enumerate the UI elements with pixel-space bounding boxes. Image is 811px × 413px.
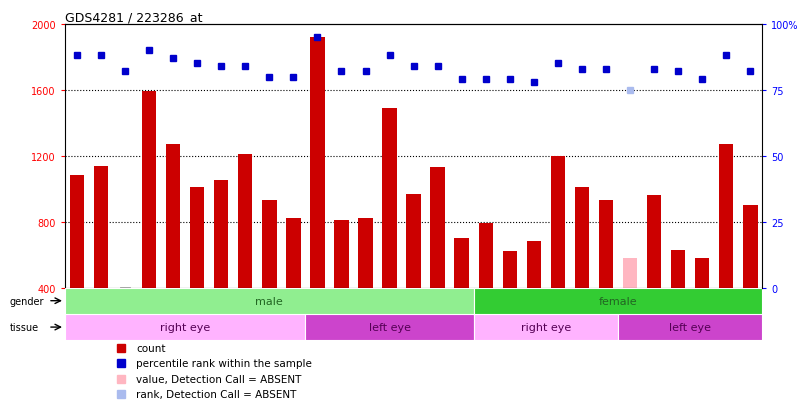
Text: tissue: tissue	[10, 322, 39, 332]
Text: female: female	[599, 296, 637, 306]
Bar	[671, 250, 685, 288]
Bar	[94, 166, 108, 288]
Text: value, Detection Call = ABSENT: value, Detection Call = ABSENT	[136, 374, 302, 384]
Bar	[358, 219, 373, 288]
Bar	[406, 194, 421, 288]
Text: percentile rank within the sample: percentile rank within the sample	[136, 358, 312, 368]
Bar	[599, 201, 613, 288]
Bar	[142, 92, 157, 288]
Bar	[70, 176, 84, 288]
Bar	[262, 201, 277, 288]
Bar	[382, 109, 397, 288]
Bar	[695, 258, 710, 288]
Text: count: count	[136, 343, 165, 353]
Bar	[503, 252, 517, 288]
Text: male: male	[255, 296, 283, 306]
Text: left eye: left eye	[669, 322, 711, 332]
Bar	[623, 258, 637, 288]
Text: right eye: right eye	[521, 322, 571, 332]
Bar	[334, 221, 349, 288]
Bar	[454, 239, 469, 288]
Bar	[474, 314, 618, 340]
Text: rank, Detection Call = ABSENT: rank, Detection Call = ABSENT	[136, 389, 296, 399]
Text: left eye: left eye	[368, 322, 410, 332]
Bar	[618, 314, 762, 340]
Bar	[166, 145, 180, 288]
Bar	[575, 188, 589, 288]
Bar	[431, 168, 445, 288]
Bar	[526, 242, 541, 288]
Bar	[310, 38, 324, 288]
Bar	[286, 219, 301, 288]
Bar	[190, 188, 204, 288]
Bar	[647, 196, 661, 288]
Bar	[65, 288, 474, 314]
Bar	[65, 314, 306, 340]
Bar	[306, 314, 474, 340]
Bar	[214, 181, 229, 288]
Text: gender: gender	[10, 296, 44, 306]
Text: right eye: right eye	[160, 322, 210, 332]
Bar	[551, 156, 565, 288]
Bar	[238, 154, 252, 288]
Text: GDS4281 / 223286_at: GDS4281 / 223286_at	[65, 11, 203, 24]
Bar	[743, 206, 757, 288]
Bar	[719, 145, 733, 288]
Bar	[474, 288, 762, 314]
Bar	[478, 224, 493, 288]
